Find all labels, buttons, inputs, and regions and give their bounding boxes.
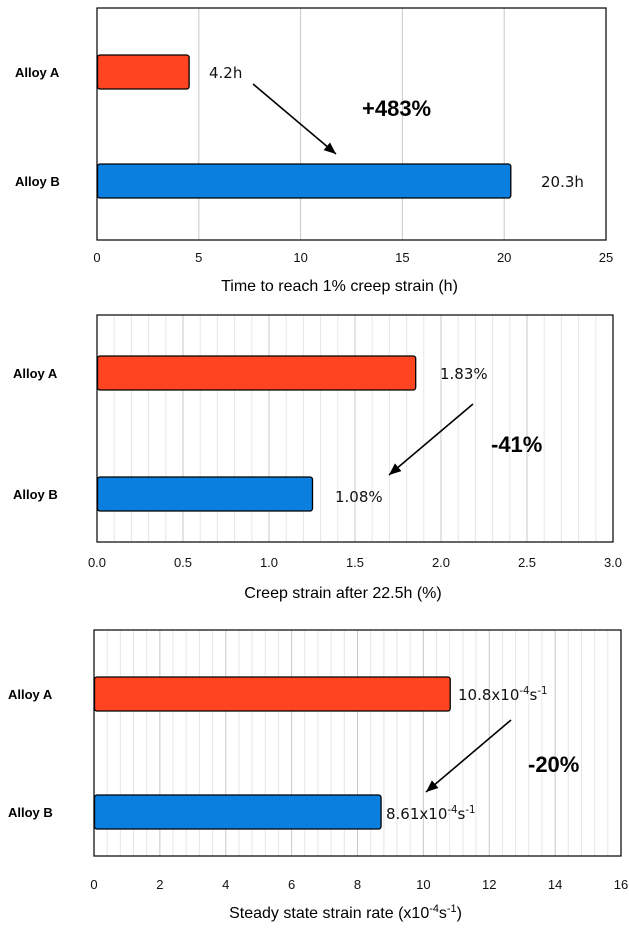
bar-alloy-a (93, 676, 451, 712)
data-label-tail: s (530, 686, 538, 704)
data-label-tail: s (458, 805, 466, 823)
bar-alloy-a (96, 54, 190, 90)
plot-frame (93, 629, 622, 857)
category-label: Alloy A (15, 65, 60, 80)
x-tick-label: 0.5 (174, 555, 192, 570)
x-axis-label-tail: s (439, 905, 447, 922)
chart-panel-1: Alloy A 4.2h Alloy B 20.3h 0 5 10 15 20 25 Time to… (15, 7, 613, 295)
change-arrow (425, 719, 512, 793)
x-tick-label: 2.0 (432, 555, 450, 570)
x-axis-label: Steady state strain rate (x10-4s-1) (229, 903, 462, 922)
data-label-base: 1.08% (335, 488, 383, 506)
data-label-exp: -4 (519, 686, 529, 697)
category-label: Alloy A (8, 687, 53, 702)
x-axis-label: Creep strain after 22.5h (%) (244, 585, 441, 602)
x-axis-label-end: ) (457, 905, 462, 922)
data-label: 8.61x10-4s-1 (386, 805, 476, 823)
x-tick-label: 15 (395, 250, 409, 265)
x-tick-label: 25 (599, 250, 613, 265)
data-label-base: 20.3h (541, 173, 584, 191)
arrow-head (389, 463, 402, 475)
data-label: 1.08% (335, 488, 383, 506)
percent-change-label: -20% (528, 752, 579, 777)
plot-frame (96, 314, 614, 543)
x-tick-label: 6 (288, 877, 295, 892)
arrow-head (426, 780, 439, 792)
x-tick-label: 5 (195, 250, 202, 265)
x-axis-label-exp: -4 (429, 903, 439, 915)
major-gridlines (198, 8, 505, 240)
data-label: 1.83% (440, 365, 488, 383)
data-label-base: 4.2h (209, 64, 242, 82)
major-gridlines (159, 630, 556, 856)
plot-frame (96, 7, 607, 241)
x-tick-label: 1.0 (260, 555, 278, 570)
x-axis-label-base: Creep strain after 22.5h (%) (244, 585, 441, 602)
bar-alloy-a (96, 355, 417, 391)
data-label: 10.8x10-4s-1 (458, 686, 548, 704)
x-tick-label: 8 (354, 877, 361, 892)
chart-panel-2: Alloy A 1.83% Alloy B 1.08% 0.0 0.5 1.0 1.5 2.0 2… (13, 314, 622, 602)
x-axis-label-base: Steady state strain rate (x10 (229, 905, 429, 922)
category-label: Alloy B (8, 805, 53, 820)
change-arrow (388, 403, 474, 476)
x-tick-label: 10 (416, 877, 430, 892)
x-tick-label: 12 (482, 877, 496, 892)
data-label-base: 1.83% (440, 365, 488, 383)
change-arrow (252, 83, 337, 155)
percent-change-label: +483% (362, 96, 431, 121)
x-tick-label: 0 (93, 250, 100, 265)
arrow-head (323, 142, 336, 154)
data-label-exp2: -1 (465, 805, 475, 816)
x-tick-label: 1.5 (346, 555, 364, 570)
x-tick-label: 2.5 (518, 555, 536, 570)
x-tick-label: 2 (156, 877, 163, 892)
data-label: 20.3h (541, 173, 584, 191)
x-tick-label: 0.0 (88, 555, 106, 570)
bar-alloy-b (96, 476, 314, 512)
x-tick-label: 10 (293, 250, 307, 265)
data-label-base: 8.61x10 (386, 805, 447, 823)
x-axis-label-exp2: -1 (447, 903, 457, 915)
percent-change-label: -41% (491, 432, 542, 457)
data-label: 4.2h (209, 64, 242, 82)
x-tick-label: 20 (497, 250, 511, 265)
x-tick-label: 3.0 (604, 555, 622, 570)
data-label-base: 10.8x10 (458, 686, 519, 704)
x-tick-label: 0 (90, 877, 97, 892)
category-label: Alloy B (13, 487, 58, 502)
category-label: Alloy B (15, 174, 60, 189)
bar-alloy-b (93, 794, 382, 830)
x-axis-label-base: Time to reach 1% creep strain (h) (221, 278, 458, 295)
x-tick-label: 16 (614, 877, 628, 892)
bar-alloy-b (96, 163, 512, 199)
category-label: Alloy A (13, 366, 58, 381)
x-axis-label: Time to reach 1% creep strain (h) (221, 278, 458, 295)
data-label-exp: -4 (447, 805, 457, 816)
x-tick-label: 14 (548, 877, 562, 892)
data-label-exp2: -1 (537, 686, 547, 697)
x-tick-label: 4 (222, 877, 229, 892)
